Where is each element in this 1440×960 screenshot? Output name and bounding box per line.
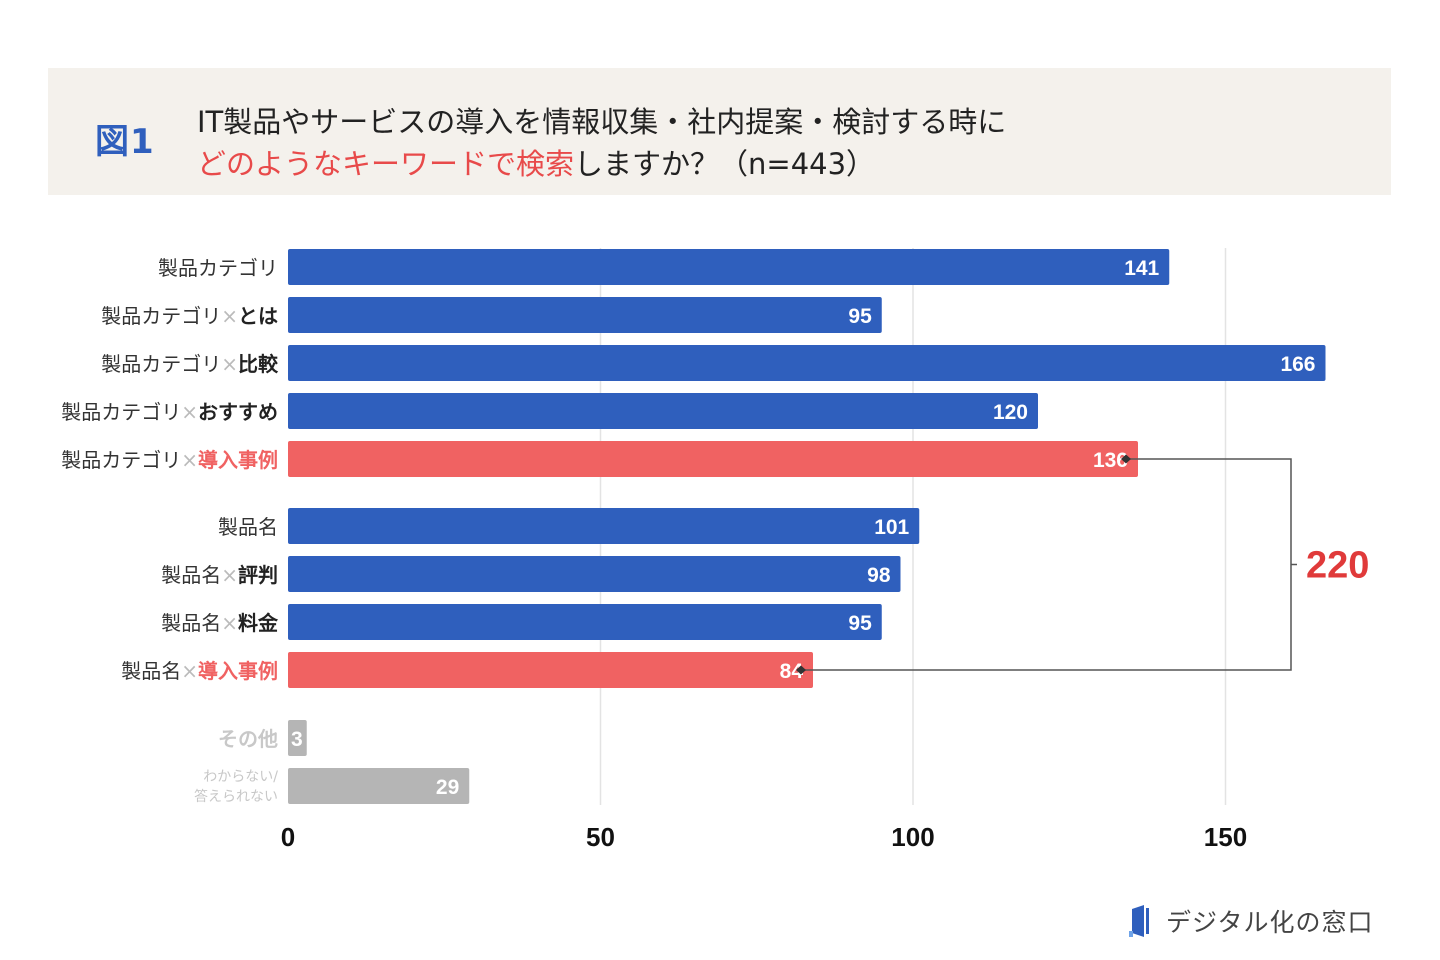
category-label: 答えられない bbox=[194, 788, 278, 805]
title-rest: しますか？（n=443） bbox=[574, 147, 876, 181]
bar-value-label: 166 bbox=[1280, 353, 1315, 376]
bar bbox=[288, 768, 470, 804]
bar bbox=[288, 441, 1138, 477]
bracket-marker bbox=[1121, 454, 1131, 464]
category-label: 製品名 bbox=[218, 515, 278, 539]
x-tick-label: 0 bbox=[281, 822, 295, 852]
bracket-marker bbox=[796, 665, 806, 675]
category-label: 製品名×料金 bbox=[161, 611, 279, 635]
x-tick-label: 50 bbox=[586, 822, 615, 852]
bar bbox=[288, 297, 882, 333]
bar-value-label: 95 bbox=[848, 612, 872, 635]
bar bbox=[288, 556, 901, 592]
category-label: 製品カテゴリ×おすすめ bbox=[61, 400, 278, 424]
bar-value-label: 136 bbox=[1093, 449, 1128, 472]
bar bbox=[288, 345, 1326, 381]
brand-logo: デジタル化の窓口 bbox=[1128, 903, 1374, 939]
bar-value-label: 29 bbox=[436, 776, 459, 799]
bar-value-label: 95 bbox=[848, 305, 872, 328]
bar bbox=[288, 393, 1038, 429]
bar bbox=[288, 604, 882, 640]
title-highlight: どのようなキーワードで検索 bbox=[197, 147, 575, 181]
category-label: 製品カテゴリ×導入事例 bbox=[61, 448, 278, 472]
bar bbox=[288, 508, 920, 544]
chart-title-line1: IT製品やサービスの導入を情報収集・社内提案・検討する時に bbox=[197, 105, 1007, 139]
bar bbox=[288, 652, 813, 688]
bar-value-label: 98 bbox=[867, 564, 891, 587]
logo-text: デジタル化の窓口 bbox=[1166, 908, 1374, 937]
category-label: 製品名×導入事例 bbox=[121, 659, 278, 683]
annotation-total-label: 220 bbox=[1306, 545, 1369, 587]
bar bbox=[288, 249, 1170, 285]
bar-value-label: 3 bbox=[291, 728, 303, 751]
bar-value-label: 141 bbox=[1124, 257, 1159, 280]
category-label: 製品カテゴリ×とは bbox=[101, 304, 278, 328]
title-panel bbox=[48, 68, 1391, 195]
chart-title-line2: どのようなキーワードで検索しますか？（n=443） bbox=[197, 141, 875, 183]
category-label: 製品名×評判 bbox=[161, 563, 278, 587]
x-tick-label: 150 bbox=[1204, 822, 1247, 852]
bar-value-label: 84 bbox=[780, 660, 804, 683]
category-label: 製品カテゴリ bbox=[158, 256, 278, 280]
bar-value-label: 101 bbox=[874, 516, 909, 539]
window-logo-icon bbox=[1128, 904, 1154, 938]
bar-chart: 141 製品カテゴリ 95 製品カテゴリ×とは 166 製品カテゴリ×比較 120 製品カテゴ… bbox=[61, 248, 1369, 852]
bar-value-label: 120 bbox=[993, 401, 1028, 424]
category-label: わからない/ bbox=[203, 769, 278, 785]
x-tick-label: 100 bbox=[891, 822, 934, 852]
category-label: その他 bbox=[218, 727, 278, 751]
figure-label: 図1 bbox=[95, 122, 155, 162]
bar bbox=[288, 720, 307, 756]
category-label: 製品カテゴリ×比較 bbox=[101, 352, 279, 376]
